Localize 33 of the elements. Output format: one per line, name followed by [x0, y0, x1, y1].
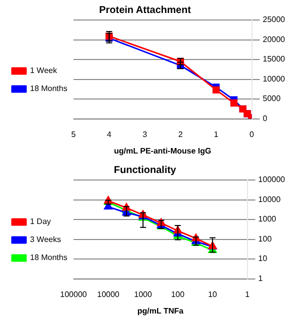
x-tick-label: 100000: [60, 290, 88, 299]
y-tick-label: 1: [258, 274, 264, 284]
x-tick-label: 2: [178, 130, 184, 139]
y-tick-label: 1000: [258, 214, 277, 224]
x-tick-label: 10: [208, 290, 218, 299]
y-tick-label: 10000: [262, 74, 286, 84]
x-tick-label: 10000: [97, 290, 120, 299]
legend-label: 3 Weeks: [30, 235, 61, 244]
y-tick-label: 100: [258, 234, 272, 244]
y-tick-label: 20000: [262, 34, 286, 44]
y-tick-label: 10000: [258, 194, 282, 204]
x-tick-label: 1000: [134, 290, 152, 299]
chart-title: Functionality: [114, 164, 177, 176]
y-tick-label: 25000: [262, 15, 286, 24]
legend-label: 1 Day: [30, 217, 51, 226]
x-tick-label: 4: [106, 130, 112, 139]
x-tick-label: 0: [250, 130, 255, 139]
y-tick-label: 0: [262, 114, 268, 124]
x-tick-label: 1: [245, 290, 250, 299]
x-tick-label: 3: [142, 130, 148, 139]
x-tick-label: 5: [71, 130, 76, 139]
y-tick-label: 10: [258, 254, 268, 264]
chart-title: Protein Attachment: [99, 4, 192, 16]
legend-label: 18 Months: [30, 84, 68, 94]
x-tick-label: 1: [214, 130, 219, 139]
x-axis-title: ug/mL PE-anti-Mouse IgG: [114, 146, 212, 156]
y-tick-label: 100000: [258, 175, 286, 184]
y-tick-label: 5000: [262, 94, 282, 104]
x-tick-label: 100: [171, 290, 185, 299]
legend-label: 1 Week: [30, 66, 58, 76]
x-axis-title: pg/mL TNFa: [137, 306, 184, 316]
y-tick-label: 15000: [262, 54, 286, 64]
legend-label: 18 Months: [30, 253, 68, 262]
